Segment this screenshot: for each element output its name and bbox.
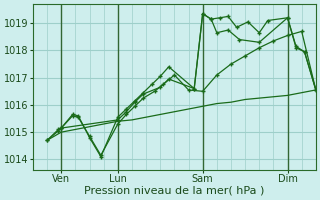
X-axis label: Pression niveau de la mer( hPa ): Pression niveau de la mer( hPa ) — [84, 186, 265, 196]
